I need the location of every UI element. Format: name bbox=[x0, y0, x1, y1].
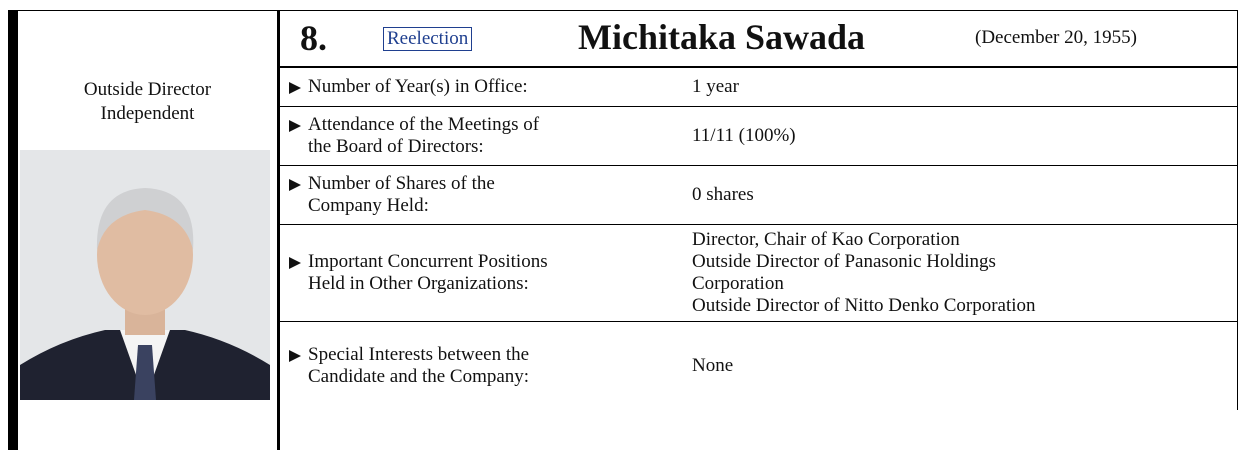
row-value: 0 shares bbox=[692, 166, 754, 224]
row-label: Important Concurrent Positions Held in Ot… bbox=[308, 225, 548, 321]
label-line: Company Held: bbox=[308, 195, 429, 216]
bullet-arrow bbox=[289, 120, 301, 132]
info-row: Attendance of the Meetings of the Board o… bbox=[280, 107, 1238, 166]
label-line: Number of Year(s) in Office: bbox=[308, 76, 528, 97]
bullet-arrow bbox=[289, 349, 301, 362]
candidate-name: Michitaka Sawada bbox=[578, 17, 866, 57]
top-border bbox=[18, 10, 1238, 11]
photo bbox=[20, 150, 270, 400]
label-line: Held in Other Organizations: bbox=[308, 273, 529, 294]
info-row: Important Concurrent Positions Held in Ot… bbox=[280, 225, 1238, 322]
value-line: Corporation bbox=[692, 273, 784, 294]
info-row: Special Interests between the Candidate a… bbox=[280, 322, 1238, 409]
row-label: Special Interests between the Candidate a… bbox=[308, 322, 529, 409]
row-value: 1 year bbox=[692, 68, 739, 106]
candidate-number: 8. bbox=[300, 18, 327, 58]
row-label: Number of Shares of the Company Held: bbox=[308, 166, 495, 224]
right-border bbox=[1237, 10, 1238, 410]
bullet-arrow bbox=[289, 179, 301, 191]
label-line: Number of Shares of the bbox=[308, 173, 495, 194]
value-line: Director, Chair of Kao Corporation bbox=[692, 229, 960, 250]
left-bar bbox=[8, 10, 18, 450]
label-line: Special Interests between the bbox=[308, 343, 530, 365]
value-line: Outside Director of Panasonic Holdings bbox=[692, 251, 996, 272]
label-line: Attendance of the Meetings of bbox=[308, 114, 540, 135]
info-row: Number of Shares of the Company Held: 0 sh… bbox=[280, 166, 1238, 225]
row-label: Number of Year(s) in Office: bbox=[308, 68, 528, 106]
designation: Outside Director Independent bbox=[18, 78, 277, 126]
header-border bbox=[280, 66, 1238, 68]
label-line: Candidate and the Company: bbox=[308, 365, 530, 387]
info-row: Number of Year(s) in Office: 1 year bbox=[280, 68, 1238, 107]
row-value: Director, Chair of Kao Corporation Outsid… bbox=[692, 225, 1036, 321]
designation-line: Outside Director bbox=[83, 79, 212, 100]
value-line: 11/11 (100%) bbox=[692, 125, 796, 146]
value-line: 1 year bbox=[692, 76, 739, 97]
bullet-arrow bbox=[289, 257, 301, 269]
reelection-badge: Reelection bbox=[383, 27, 473, 51]
label-line: the Board of Directors: bbox=[308, 136, 484, 157]
bullet-arrow bbox=[289, 82, 301, 94]
value-line: None bbox=[692, 354, 734, 376]
birth-date: (December 20, 1955) bbox=[975, 27, 1137, 48]
row-label: Attendance of the Meetings of the Board o… bbox=[308, 107, 539, 165]
value-line: 0 shares bbox=[692, 184, 754, 205]
value-line: Outside Director of Nitto Denko Corporat… bbox=[692, 295, 1036, 316]
row-value: 11/11 (100%) bbox=[692, 107, 796, 165]
designation-line: Independent bbox=[100, 103, 195, 124]
label-line: Important Concurrent Positions bbox=[308, 251, 548, 272]
row-value: None bbox=[692, 322, 733, 409]
column-divider bbox=[277, 10, 280, 450]
